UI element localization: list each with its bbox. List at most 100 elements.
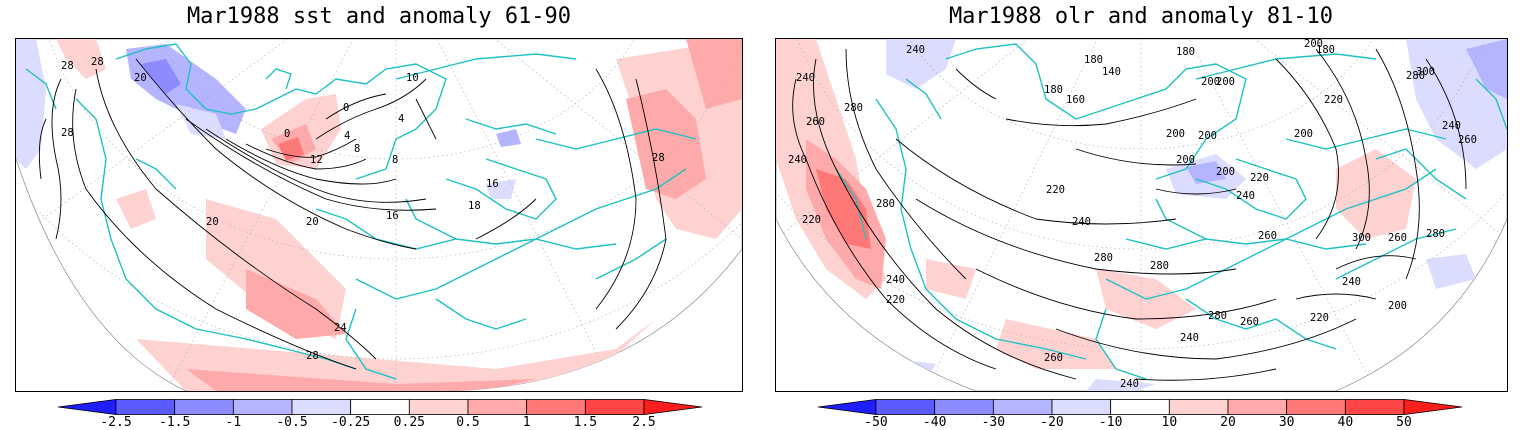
svg-text:28: 28 xyxy=(61,60,74,72)
sst-map: 28 28 28 20 0 4 8 12 0 4 8 16 20 16 18 1… xyxy=(15,38,743,392)
svg-text:180: 180 xyxy=(1044,84,1063,96)
olr-colorbar-low-arrow xyxy=(818,399,877,415)
sst-colorbar-swatch xyxy=(115,399,176,415)
olr-colorbar-tick-label: 40 xyxy=(1337,415,1354,430)
svg-text:220: 220 xyxy=(1324,94,1343,106)
olr-colorbar-swatch xyxy=(1286,399,1346,415)
svg-text:240: 240 xyxy=(906,44,925,56)
svg-text:240: 240 xyxy=(1180,332,1199,344)
olr-colorbar-swatch xyxy=(992,399,1053,415)
sst-colorbar-tick-label: -0.25 xyxy=(331,415,371,430)
svg-text:240: 240 xyxy=(788,154,807,166)
svg-text:280: 280 xyxy=(1406,70,1425,82)
svg-text:240: 240 xyxy=(796,72,815,84)
svg-text:280: 280 xyxy=(1208,310,1227,322)
right-panel-title: Mar1988 olr and anomaly 81-10 xyxy=(948,4,1334,29)
svg-text:260: 260 xyxy=(806,116,825,128)
svg-text:180: 180 xyxy=(1316,44,1335,56)
svg-text:28: 28 xyxy=(91,56,104,68)
svg-text:200: 200 xyxy=(1198,130,1217,142)
sst-coastlines xyxy=(25,43,697,380)
olr-colorbar-swatch xyxy=(875,399,936,415)
olr-coastlines xyxy=(835,43,1507,380)
sst-colorbar-swatch xyxy=(526,399,586,415)
sst-colorbar-tick-label: -1 xyxy=(225,415,242,430)
sst-colorbar-tick-label: 2.5 xyxy=(632,415,656,430)
svg-text:28: 28 xyxy=(306,350,319,362)
svg-text:240: 240 xyxy=(1072,216,1091,228)
svg-text:260: 260 xyxy=(1388,232,1407,244)
svg-text:280: 280 xyxy=(876,198,895,210)
svg-text:200: 200 xyxy=(1304,39,1323,50)
olr-map: 240 240 280 260 240 220 280 240 220 180 … xyxy=(775,38,1508,392)
sst-colorbar-tick-label: 1.5 xyxy=(573,415,598,430)
sst-colorbar-swatch xyxy=(408,399,469,415)
olr-colorbar-swatch xyxy=(1110,399,1170,415)
sst-colorbar-swatch xyxy=(467,399,528,415)
svg-text:16: 16 xyxy=(486,178,499,190)
svg-text:140: 140 xyxy=(1102,66,1121,78)
sst-graticule xyxy=(16,39,742,391)
svg-text:8: 8 xyxy=(354,143,360,155)
sst-colorbar-tick-label: 0.5 xyxy=(456,415,480,430)
svg-text:24: 24 xyxy=(334,322,347,334)
olr-colorbar-high-arrow xyxy=(1403,399,1462,415)
sst-colorbar-swatch xyxy=(174,399,234,415)
sst-colorbar-tick-label: -0.5 xyxy=(276,415,308,430)
svg-text:280: 280 xyxy=(844,102,863,114)
svg-text:200: 200 xyxy=(1176,154,1195,166)
olr-graticule xyxy=(776,39,1507,391)
olr-colorbar-tick-label: 50 xyxy=(1396,415,1412,430)
olr-anomaly-shading xyxy=(776,39,1507,391)
svg-text:240: 240 xyxy=(1236,190,1255,202)
sst-colorbar-swatch xyxy=(291,399,352,415)
svg-text:300: 300 xyxy=(1416,66,1435,78)
svg-text:180: 180 xyxy=(1084,54,1103,66)
svg-text:10: 10 xyxy=(406,72,419,84)
svg-text:260: 260 xyxy=(1458,134,1477,146)
svg-text:20: 20 xyxy=(134,72,147,84)
svg-text:20: 20 xyxy=(206,216,219,228)
svg-text:300: 300 xyxy=(1352,232,1371,244)
svg-text:20: 20 xyxy=(306,216,319,228)
olr-colorbar-swatch xyxy=(1051,399,1112,415)
svg-text:260: 260 xyxy=(1240,316,1259,328)
svg-text:160: 160 xyxy=(1066,94,1085,106)
svg-text:28: 28 xyxy=(652,152,665,164)
sst-colorbar-swatch xyxy=(584,399,645,415)
svg-text:220: 220 xyxy=(1250,172,1269,184)
svg-text:0: 0 xyxy=(343,102,349,114)
olr-colorbar-tick-label: -40 xyxy=(922,415,947,430)
sst-colorbar-tick-label: 0.25 xyxy=(393,415,425,430)
svg-text:240: 240 xyxy=(886,274,905,286)
svg-text:4: 4 xyxy=(344,130,350,142)
olr-colorbar xyxy=(818,399,1462,415)
sst-colorbar-tick-label: -2.5 xyxy=(100,415,132,430)
olr-colorbar-tick-label: -10 xyxy=(1098,415,1123,430)
svg-text:240: 240 xyxy=(1120,378,1139,390)
svg-text:220: 220 xyxy=(802,214,821,226)
sst-colorbar-tick-label: 1 xyxy=(522,415,531,430)
svg-text:16: 16 xyxy=(386,210,399,222)
svg-text:12: 12 xyxy=(310,154,323,166)
svg-text:220: 220 xyxy=(1310,312,1329,324)
svg-text:200: 200 xyxy=(1216,76,1235,88)
sst-contour-labels: 28 28 28 20 0 4 8 12 0 4 8 16 20 16 18 1… xyxy=(61,56,665,362)
svg-text:4: 4 xyxy=(398,113,404,125)
sst-colorbar-tick-label: -1.5 xyxy=(159,415,191,430)
svg-text:280: 280 xyxy=(1150,260,1169,272)
svg-text:200: 200 xyxy=(1216,166,1235,178)
svg-text:200: 200 xyxy=(1201,76,1220,88)
olr-colorbar-tick-label: -20 xyxy=(1040,415,1064,430)
olr-colorbar-swatch xyxy=(1227,399,1288,415)
sst-colorbar-swatch xyxy=(350,399,410,415)
svg-text:240: 240 xyxy=(1342,276,1361,288)
svg-text:220: 220 xyxy=(886,294,905,306)
olr-colorbar-tick-label: 30 xyxy=(1278,415,1295,430)
sst-contours xyxy=(38,58,667,370)
sst-anomaly-shading xyxy=(16,39,742,391)
svg-text:280: 280 xyxy=(1094,252,1113,264)
svg-text:200: 200 xyxy=(1388,300,1407,312)
svg-text:8: 8 xyxy=(392,154,398,166)
olr-colorbar-tick-label: 20 xyxy=(1220,415,1236,430)
